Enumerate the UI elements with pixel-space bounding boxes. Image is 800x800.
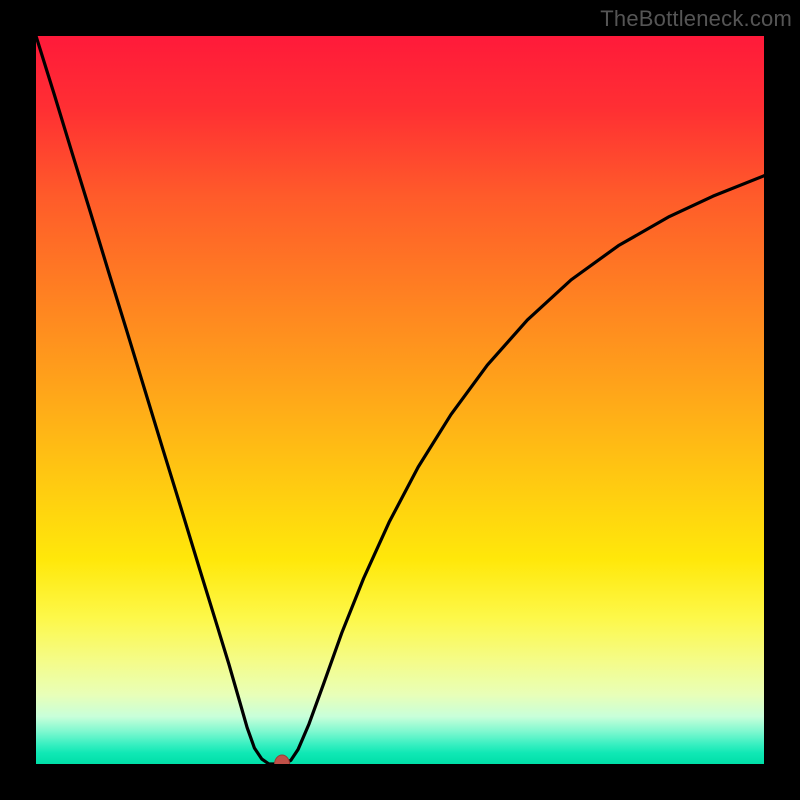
chart-container: TheBottleneck.com: [0, 0, 800, 800]
plot-area: [36, 36, 764, 764]
v-curve: [36, 36, 764, 764]
min-marker: [275, 755, 290, 764]
curve-layer: [36, 36, 764, 764]
watermark-label: TheBottleneck.com: [600, 6, 792, 32]
